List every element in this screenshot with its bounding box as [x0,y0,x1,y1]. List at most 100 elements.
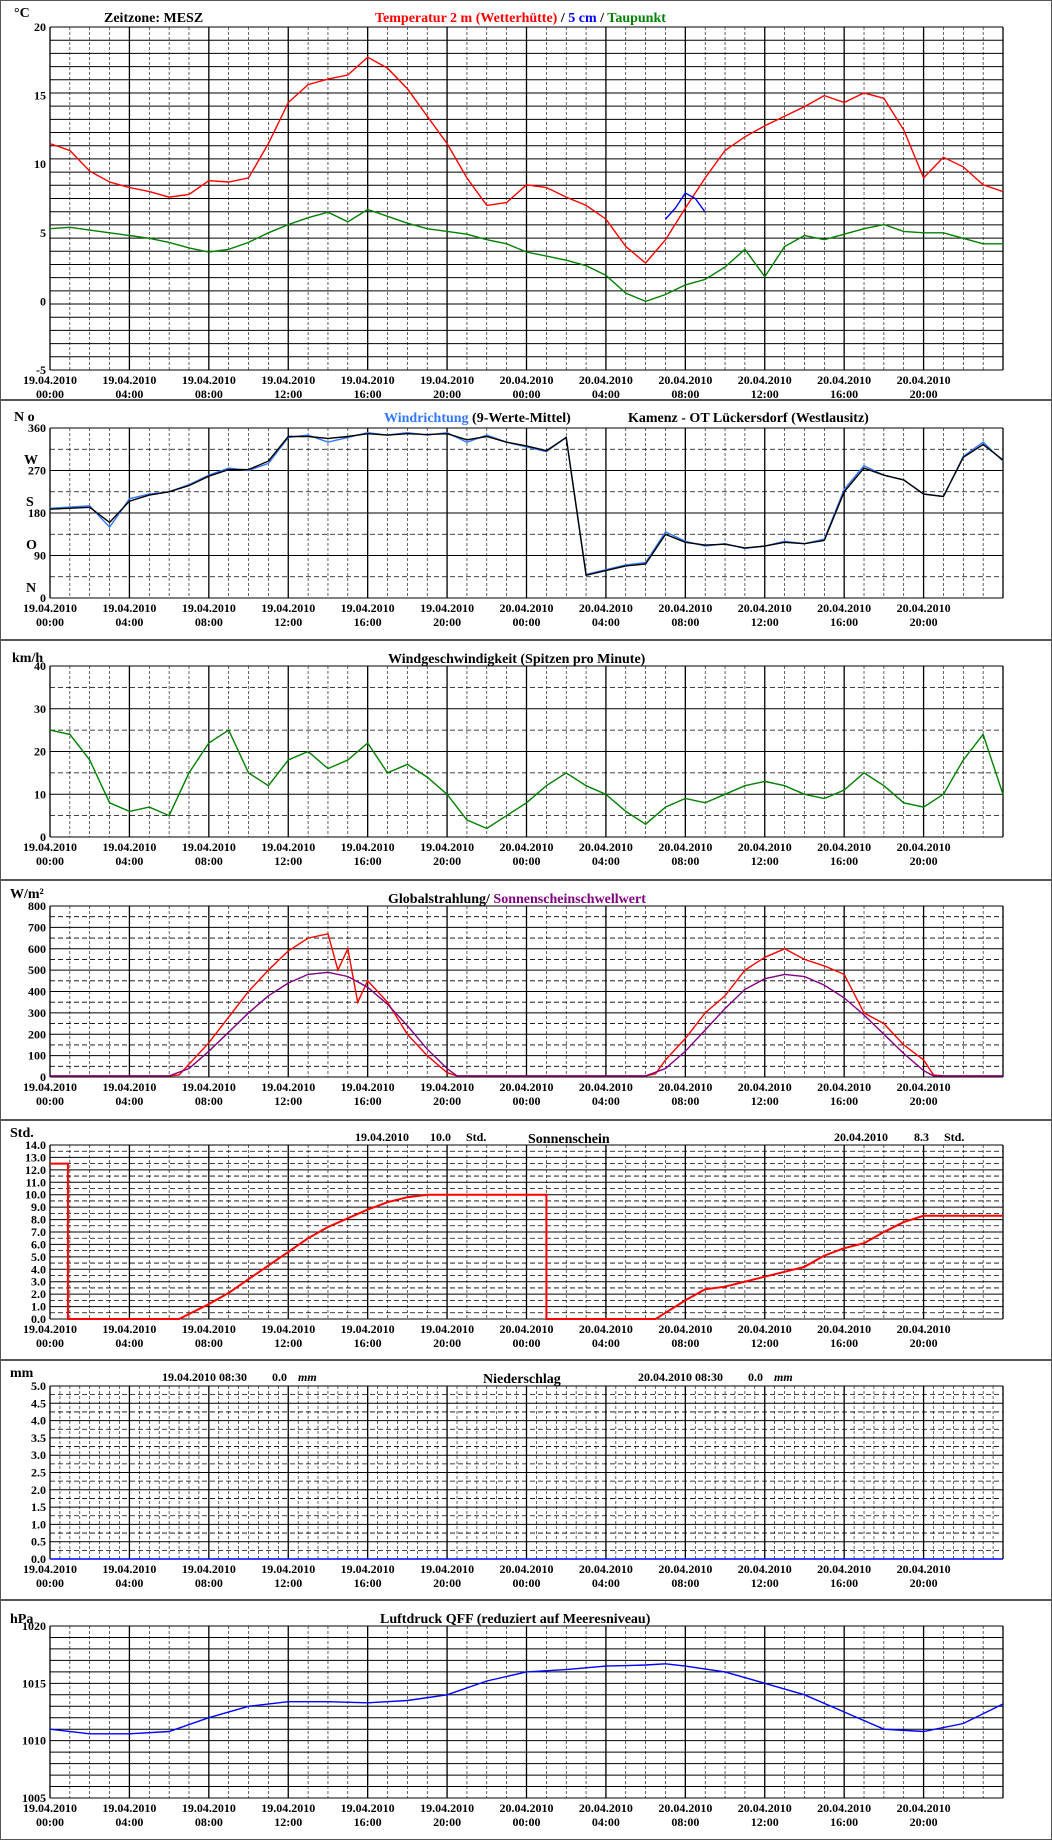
x-tick-date: 19.04.2010 [420,601,474,615]
x-tick-date: 19.04.2010 [102,1080,156,1094]
y-tick-label: 10 [34,157,46,171]
radiation-grid [49,905,1004,1078]
x-tick-time: 00:00 [513,387,541,401]
x-tick-time: 00:00 [513,1094,541,1108]
x-tick-time: 08:00 [671,1576,699,1590]
x-tick-time: 16:00 [830,615,858,629]
x-tick-time: 12:00 [751,1815,779,1829]
x-tick-time: 04:00 [592,615,620,629]
x-tick-time: 08:00 [195,1815,223,1829]
y-tick-label: 12.0 [25,1163,46,1177]
y-tick-label: 0.0 [31,1312,46,1326]
x-tick-time: 20:00 [910,854,938,868]
x-tick-date: 20.04.2010 [738,1322,792,1336]
wind-speed-xticks: 19.04.201000:0019.04.201004:0019.04.2010… [23,840,951,868]
x-tick-date: 20.04.2010 [817,1562,871,1576]
x-tick-time: 08:00 [671,615,699,629]
y-tick-label: 1010 [22,1734,46,1748]
y-tick-label: 6.0 [31,1237,46,1251]
pressure-yticks: 1020 1015 1010 1005 [22,1619,46,1805]
series-line-5-cm [664,192,706,220]
svg-text:Temperatur 2 m (Wetterhütte) /: Temperatur 2 m (Wetterhütte) / 5 cm / Ta… [375,11,666,26]
pressure-xticks: 19.04.201000:0019.04.201004:0019.04.2010… [23,1801,951,1829]
x-tick-date: 19.04.2010 [261,1801,315,1815]
pressure-title: Luftdruck QFF (reduziert auf Meeresnivea… [380,1612,651,1627]
y-tick-label: 7.0 [31,1225,46,1239]
x-tick-time: 04:00 [592,1336,620,1350]
x-tick-date: 20.04.2010 [658,601,712,615]
y-tick-label: 2.5 [31,1466,46,1480]
y-tick-label: 4.0 [31,1262,46,1276]
precipitation-panel: mm 19.04.2010 08:30 0.0 mm Niederschlag … [0,1360,1052,1600]
sunshine-grid [49,1144,1004,1320]
x-tick-date: 19.04.2010 [420,373,474,387]
precip-xticks: 19.04.201000:0019.04.201004:0019.04.2010… [23,1562,951,1590]
x-tick-date: 20.04.2010 [817,840,871,854]
x-tick-time: 20:00 [910,387,938,401]
x-tick-time: 00:00 [36,1576,64,1590]
y-tick-label: 40 [34,659,46,673]
x-tick-date: 19.04.2010 [23,1562,77,1576]
x-tick-time: 20:00 [433,615,461,629]
x-tick-date: 20.04.2010 [738,840,792,854]
x-tick-date: 20.04.2010 [579,1322,633,1336]
pressure-unit-label: hPa [10,1612,33,1627]
x-tick-date: 20.04.2010 [897,601,951,615]
x-tick-date: 20.04.2010 [579,840,633,854]
wind-speed-yticks: 40 30 20 10 0 [34,659,46,844]
x-tick-date: 20.04.2010 [658,1562,712,1576]
sunshine-day1-date: 19.04.2010 [355,1130,409,1144]
x-tick-date: 19.04.2010 [341,1322,395,1336]
radiation-series [50,932,1003,1077]
sunshine-day1-value: 10.0 [430,1130,451,1144]
series-line-windrichtung [49,431,1004,576]
x-tick-date: 19.04.2010 [182,1801,236,1815]
x-tick-time: 04:00 [592,1576,620,1590]
wind-dir-title: Windrichtung [384,411,469,426]
y-tick-label: 4.5 [31,1396,46,1410]
y-tick-label: 8.0 [31,1213,46,1227]
x-tick-time: 12:00 [274,1336,302,1350]
wind-dir-grid [49,427,1004,599]
wind-dir-xticks: 19.04.201000:0019.04.201004:0019.04.2010… [23,601,951,629]
dir-letter-s: S [26,495,34,510]
y-tick-label: 300 [28,1006,46,1020]
x-tick-date: 19.04.2010 [182,1080,236,1094]
x-tick-date: 19.04.2010 [102,840,156,854]
x-tick-time: 20:00 [910,1576,938,1590]
x-tick-time: 00:00 [36,1815,64,1829]
x-tick-time: 12:00 [274,1094,302,1108]
y-tick-label: 360 [28,421,46,435]
precip-day2-value: 0.0 [748,1370,763,1384]
radiation-panel: W/m² Globalstrahlung/ Sonnenscheinschwel… [0,880,1052,1120]
y-tick-label: 0 [40,591,46,605]
x-tick-date: 20.04.2010 [897,1080,951,1094]
x-tick-date: 20.04.2010 [817,373,871,387]
y-tick-label: 700 [28,920,46,934]
wind-speed-grid [49,665,1004,838]
x-tick-date: 20.04.2010 [658,840,712,854]
x-tick-date: 20.04.2010 [817,601,871,615]
x-tick-date: 20.04.2010 [500,1080,554,1094]
x-tick-time: 16:00 [830,1336,858,1350]
x-tick-time: 16:00 [354,615,382,629]
x-tick-time: 16:00 [354,854,382,868]
series-line-9-werte-mittel [49,432,1004,577]
x-tick-date: 19.04.2010 [420,1562,474,1576]
x-tick-date: 19.04.2010 [261,601,315,615]
x-tick-date: 19.04.2010 [102,1562,156,1576]
x-tick-time: 00:00 [513,1336,541,1350]
x-tick-date: 19.04.2010 [182,1322,236,1336]
radiation-xticks: 19.04.201000:0019.04.201004:0019.04.2010… [23,1080,951,1108]
x-tick-date: 19.04.2010 [182,601,236,615]
y-tick-label: 90 [34,549,46,563]
x-tick-date: 19.04.2010 [261,840,315,854]
x-tick-time: 12:00 [274,615,302,629]
dir-letter-o: O [26,538,37,553]
dir-letter-w: W [24,453,38,468]
x-tick-time: 04:00 [115,854,143,868]
sunshine-series [50,1162,1003,1320]
x-tick-time: 04:00 [115,615,143,629]
y-tick-label: 3.0 [31,1448,46,1462]
